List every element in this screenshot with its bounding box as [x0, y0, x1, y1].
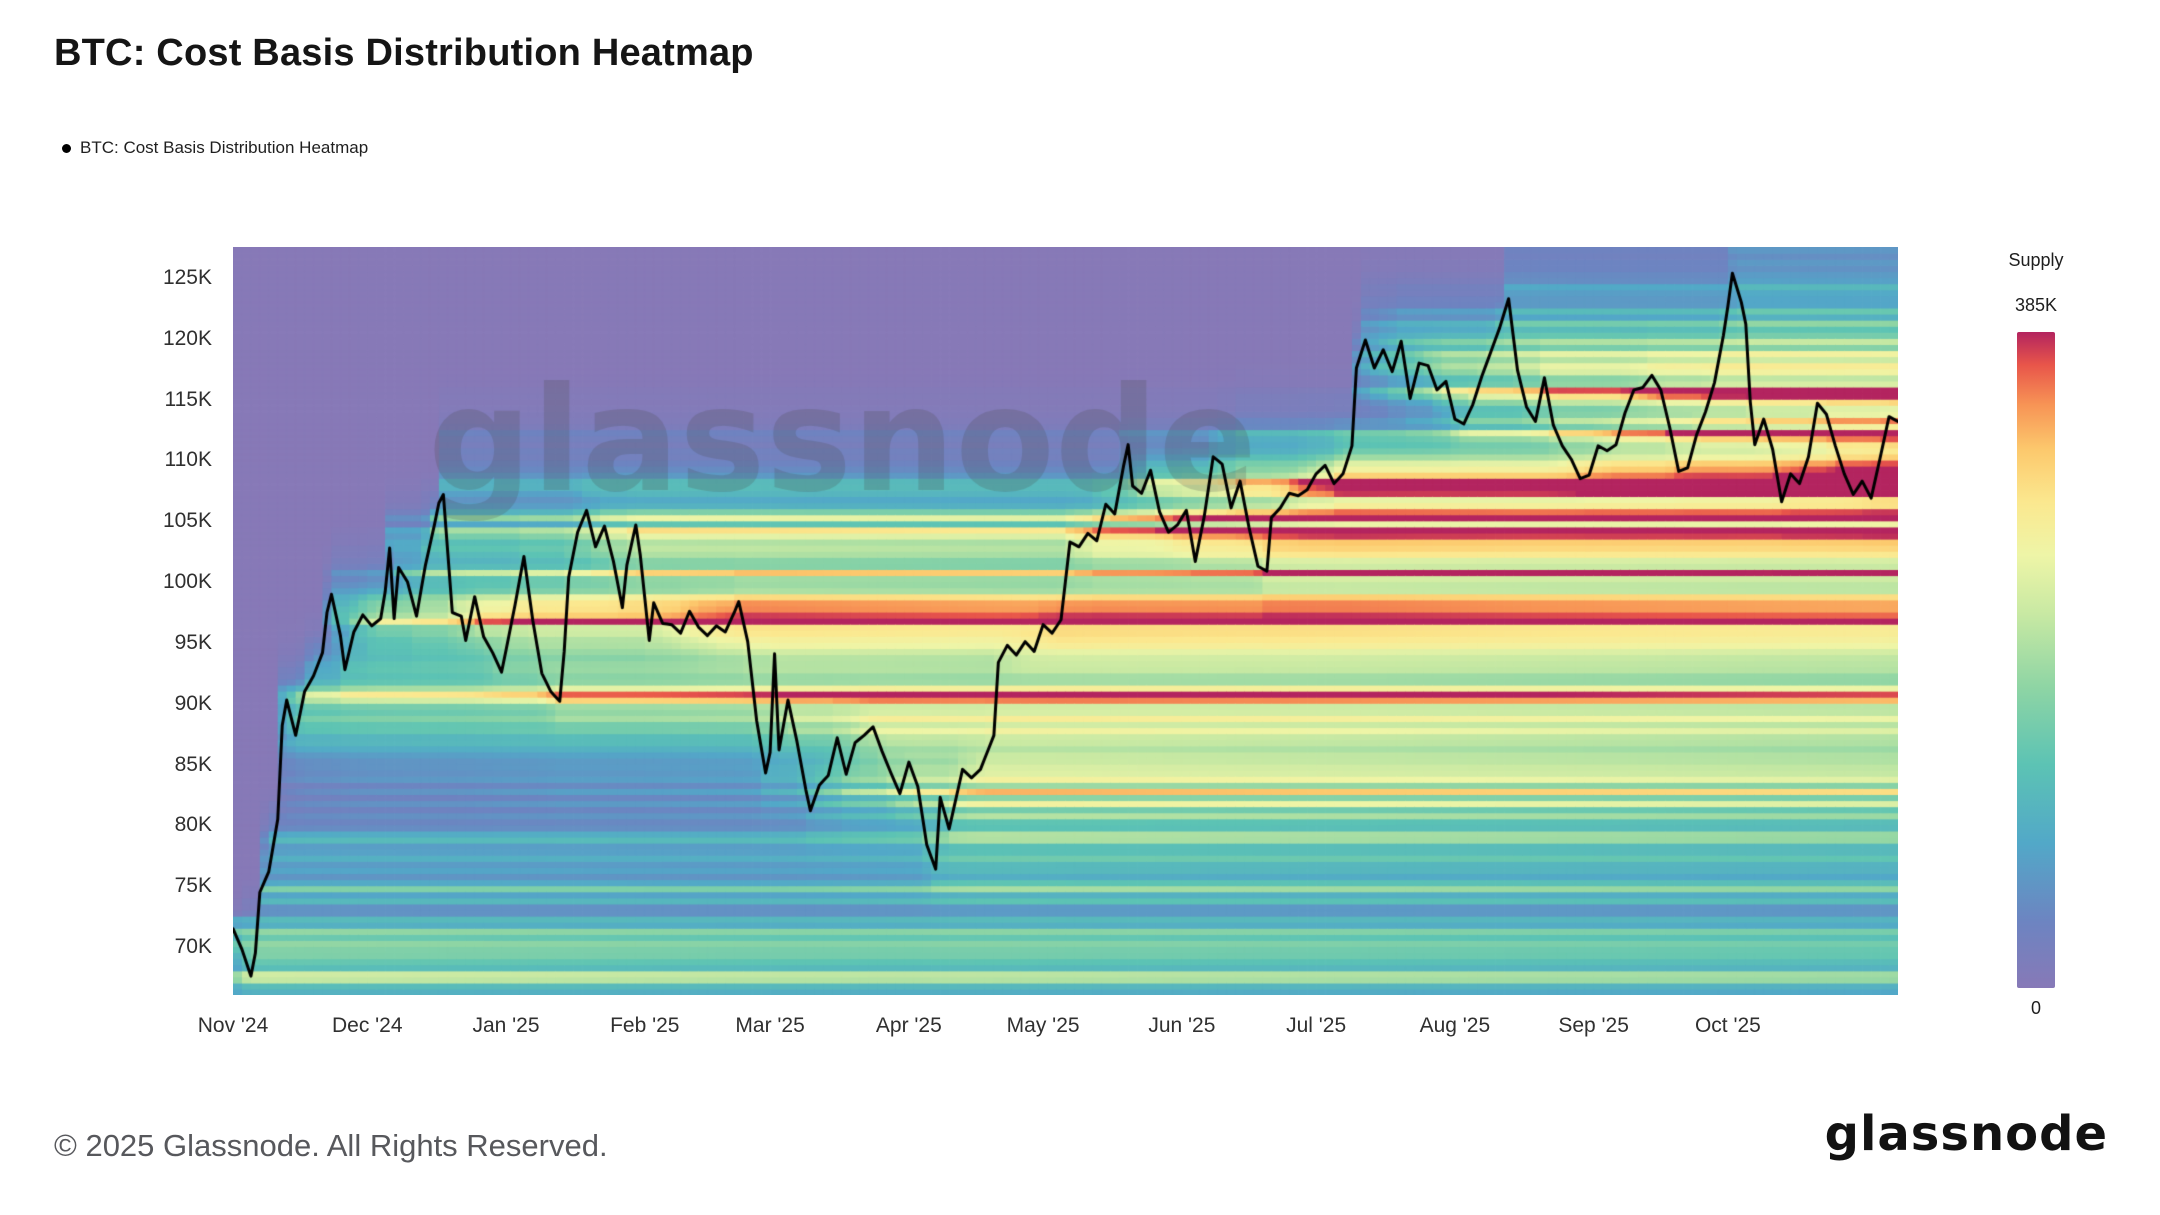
x-tick-label: Mar '25 — [735, 1014, 805, 1037]
y-tick-label: 110K — [164, 448, 213, 472]
y-tick-label: 95K — [174, 630, 212, 654]
x-tick-label: May '25 — [1006, 1014, 1080, 1037]
y-tick-label: 80K — [174, 813, 212, 837]
x-axis: Nov '24 Dec '24 Jan '25 Feb '25 Mar '25 Apr '… — [198, 1014, 1898, 1048]
page-title: BTC: Cost Basis Distribution Heatmap — [54, 32, 754, 74]
x-tick-label: Jun '25 — [1148, 1014, 1216, 1037]
heatmap-chart[interactable] — [233, 247, 1898, 995]
colorbar-max-label: 385K — [2014, 295, 2058, 315]
copyright-text: © 2025 Glassnode. All Rights Reserved. — [54, 1128, 608, 1163]
x-tick-label: Apr '25 — [875, 1014, 942, 1037]
series-dot-icon — [62, 143, 71, 153]
x-tick-label: Feb '25 — [610, 1014, 680, 1037]
x-tick-label: Jan '25 — [472, 1014, 540, 1037]
colorbar-min-label: 0 — [2030, 998, 2041, 1018]
x-tick-label: Oct '25 — [1694, 1014, 1761, 1037]
y-tick-label: 70K — [174, 934, 212, 958]
y-tick-label: 75K — [174, 874, 212, 898]
x-tick-label: Dec '24 — [331, 1014, 403, 1037]
y-tick-label: 120K — [162, 326, 212, 350]
y-tick-label: 105K — [162, 509, 212, 533]
x-tick-label: Jul '25 — [1286, 1014, 1347, 1037]
heatmap-canvas[interactable] — [233, 247, 1898, 995]
y-tick-label: 100K — [162, 570, 212, 594]
y-axis: 70K 75K 80K 85K 90K 95K 100K 105K 110K 115K 120K 12… — [0, 247, 212, 995]
glassnode-logo: glassnode — [1824, 1106, 2108, 1162]
y-tick-label: 115K — [164, 387, 213, 411]
x-tick-label: Nov '24 — [197, 1014, 269, 1037]
x-tick-label: Aug '25 — [1419, 1014, 1491, 1037]
legend-item[interactable]: BTC: Cost Basis Distribution Heatmap — [62, 138, 368, 158]
x-tick-label: Sep '25 — [1558, 1014, 1629, 1037]
y-tick-label: 125K — [162, 266, 212, 289]
colorbar-title: Supply — [2008, 250, 2064, 270]
y-tick-label: 90K — [174, 691, 212, 715]
colorbar: Supply 385K 0 — [1990, 250, 2082, 1019]
legend-label: BTC: Cost Basis Distribution Heatmap — [80, 138, 369, 157]
colorbar-gradient — [2017, 332, 2055, 988]
y-tick-label: 85K — [174, 752, 212, 776]
